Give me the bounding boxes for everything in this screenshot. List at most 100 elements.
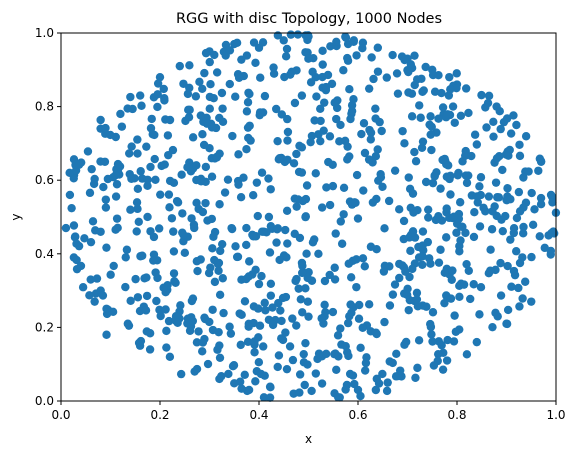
data-point: [295, 388, 304, 397]
data-point: [259, 227, 269, 236]
data-point: [428, 308, 438, 317]
data-point: [266, 291, 276, 300]
data-point: [282, 253, 291, 262]
data-point: [373, 43, 382, 52]
data-point: [350, 379, 359, 389]
data-point: [352, 255, 361, 264]
data-point: [506, 129, 516, 138]
data-point: [264, 174, 273, 183]
data-point: [259, 393, 269, 402]
data-point: [282, 364, 292, 374]
data-point: [257, 168, 267, 177]
data-point: [156, 190, 165, 199]
data-point: [143, 175, 152, 184]
data-point: [530, 205, 539, 214]
data-point: [496, 291, 506, 300]
data-point: [125, 169, 134, 179]
data-point: [210, 277, 220, 287]
data-point: [283, 155, 292, 164]
data-point: [328, 307, 338, 317]
data-point: [317, 203, 327, 212]
data-point: [527, 252, 536, 262]
data-point: [80, 234, 89, 243]
data-point: [312, 92, 321, 101]
data-point: [236, 193, 246, 202]
data-point: [273, 136, 282, 146]
data-point: [364, 300, 374, 309]
data-point: [217, 88, 227, 98]
data-point: [150, 130, 159, 140]
data-point: [470, 208, 479, 217]
points-layer: [61, 30, 561, 402]
data-point: [252, 178, 262, 187]
data-point: [249, 232, 258, 241]
data-point: [440, 298, 449, 308]
data-point: [347, 106, 357, 116]
data-point: [115, 162, 125, 171]
data-point: [359, 119, 369, 128]
data-point: [521, 132, 531, 141]
data-point: [486, 266, 495, 275]
data-point: [161, 305, 170, 314]
data-point: [456, 236, 465, 245]
data-point: [65, 190, 75, 200]
data-point: [85, 188, 95, 198]
data-point: [301, 284, 310, 293]
data-point: [426, 112, 435, 121]
data-point: [339, 183, 349, 193]
data-point: [400, 139, 409, 148]
data-point: [398, 126, 407, 136]
data-point: [479, 203, 488, 212]
data-point: [364, 84, 374, 93]
data-point: [295, 141, 304, 150]
data-point: [219, 308, 228, 318]
data-point: [438, 365, 448, 374]
data-point: [419, 86, 428, 95]
x-tick-label: 0.2: [150, 408, 169, 422]
data-point: [390, 166, 400, 175]
data-point: [360, 366, 370, 375]
x-tick-label: 0.4: [249, 408, 268, 422]
y-tick-label: 0.2: [35, 320, 54, 334]
data-point: [210, 255, 219, 265]
data-point: [407, 112, 417, 121]
data-point: [289, 159, 299, 168]
data-point: [320, 276, 330, 286]
data-point: [273, 362, 282, 372]
data-point: [131, 274, 140, 284]
data-point: [204, 268, 214, 278]
data-point: [343, 318, 353, 328]
data-point: [102, 304, 111, 313]
data-point: [512, 120, 521, 130]
data-point: [246, 136, 255, 145]
data-point: [367, 53, 376, 62]
data-point: [331, 229, 340, 238]
data-point: [188, 133, 198, 142]
data-point: [450, 118, 459, 127]
data-point: [503, 261, 512, 271]
data-point: [87, 164, 96, 174]
data-point: [472, 192, 482, 201]
data-point: [133, 293, 143, 302]
data-point: [237, 55, 246, 64]
x-tick-label: 0.0: [51, 408, 70, 422]
data-point: [311, 369, 321, 378]
data-point: [528, 220, 538, 230]
data-point: [448, 102, 458, 111]
data-point: [203, 359, 213, 369]
data-point: [421, 177, 431, 187]
data-point: [449, 212, 459, 221]
data-point: [382, 73, 391, 82]
data-point: [201, 162, 211, 172]
data-point: [373, 67, 383, 76]
data-point: [518, 294, 527, 303]
data-point: [201, 198, 210, 208]
data-point: [297, 268, 307, 278]
data-point: [488, 322, 497, 332]
data-point: [234, 180, 243, 189]
data-point: [128, 104, 137, 114]
data-point: [358, 44, 367, 53]
data-point: [310, 116, 319, 125]
data-point: [201, 48, 211, 58]
data-point: [116, 109, 125, 119]
